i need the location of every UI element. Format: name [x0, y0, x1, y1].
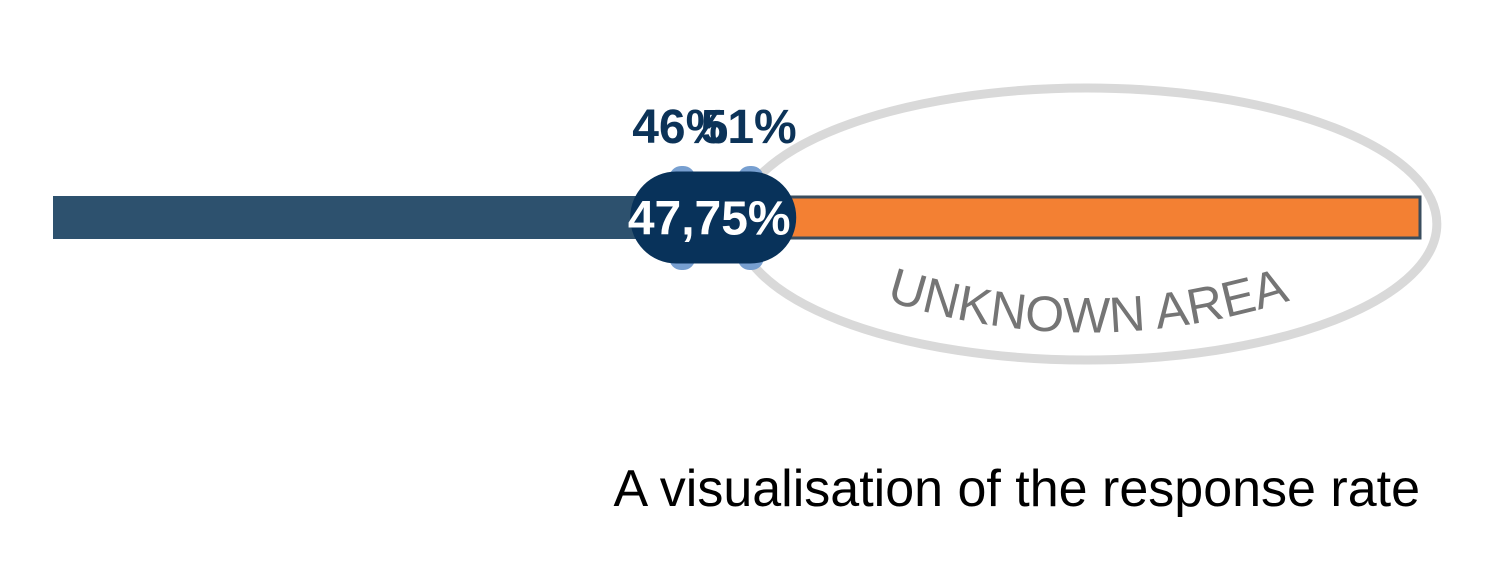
chart-caption: A visualisation of the response rate — [614, 460, 1420, 518]
estimate-pill — [630, 171, 797, 264]
estimate-label: 47,75% — [628, 193, 791, 246]
unknown-response-bar — [749, 195, 1422, 240]
unknown-area-label: UNKNOWN AREA — [883, 257, 1294, 343]
unknown-area-label-path: UNKNOWN AREA — [883, 257, 1294, 343]
upper-bound-label: 51% — [701, 101, 797, 154]
lower-bound-label: 46% — [632, 101, 728, 154]
